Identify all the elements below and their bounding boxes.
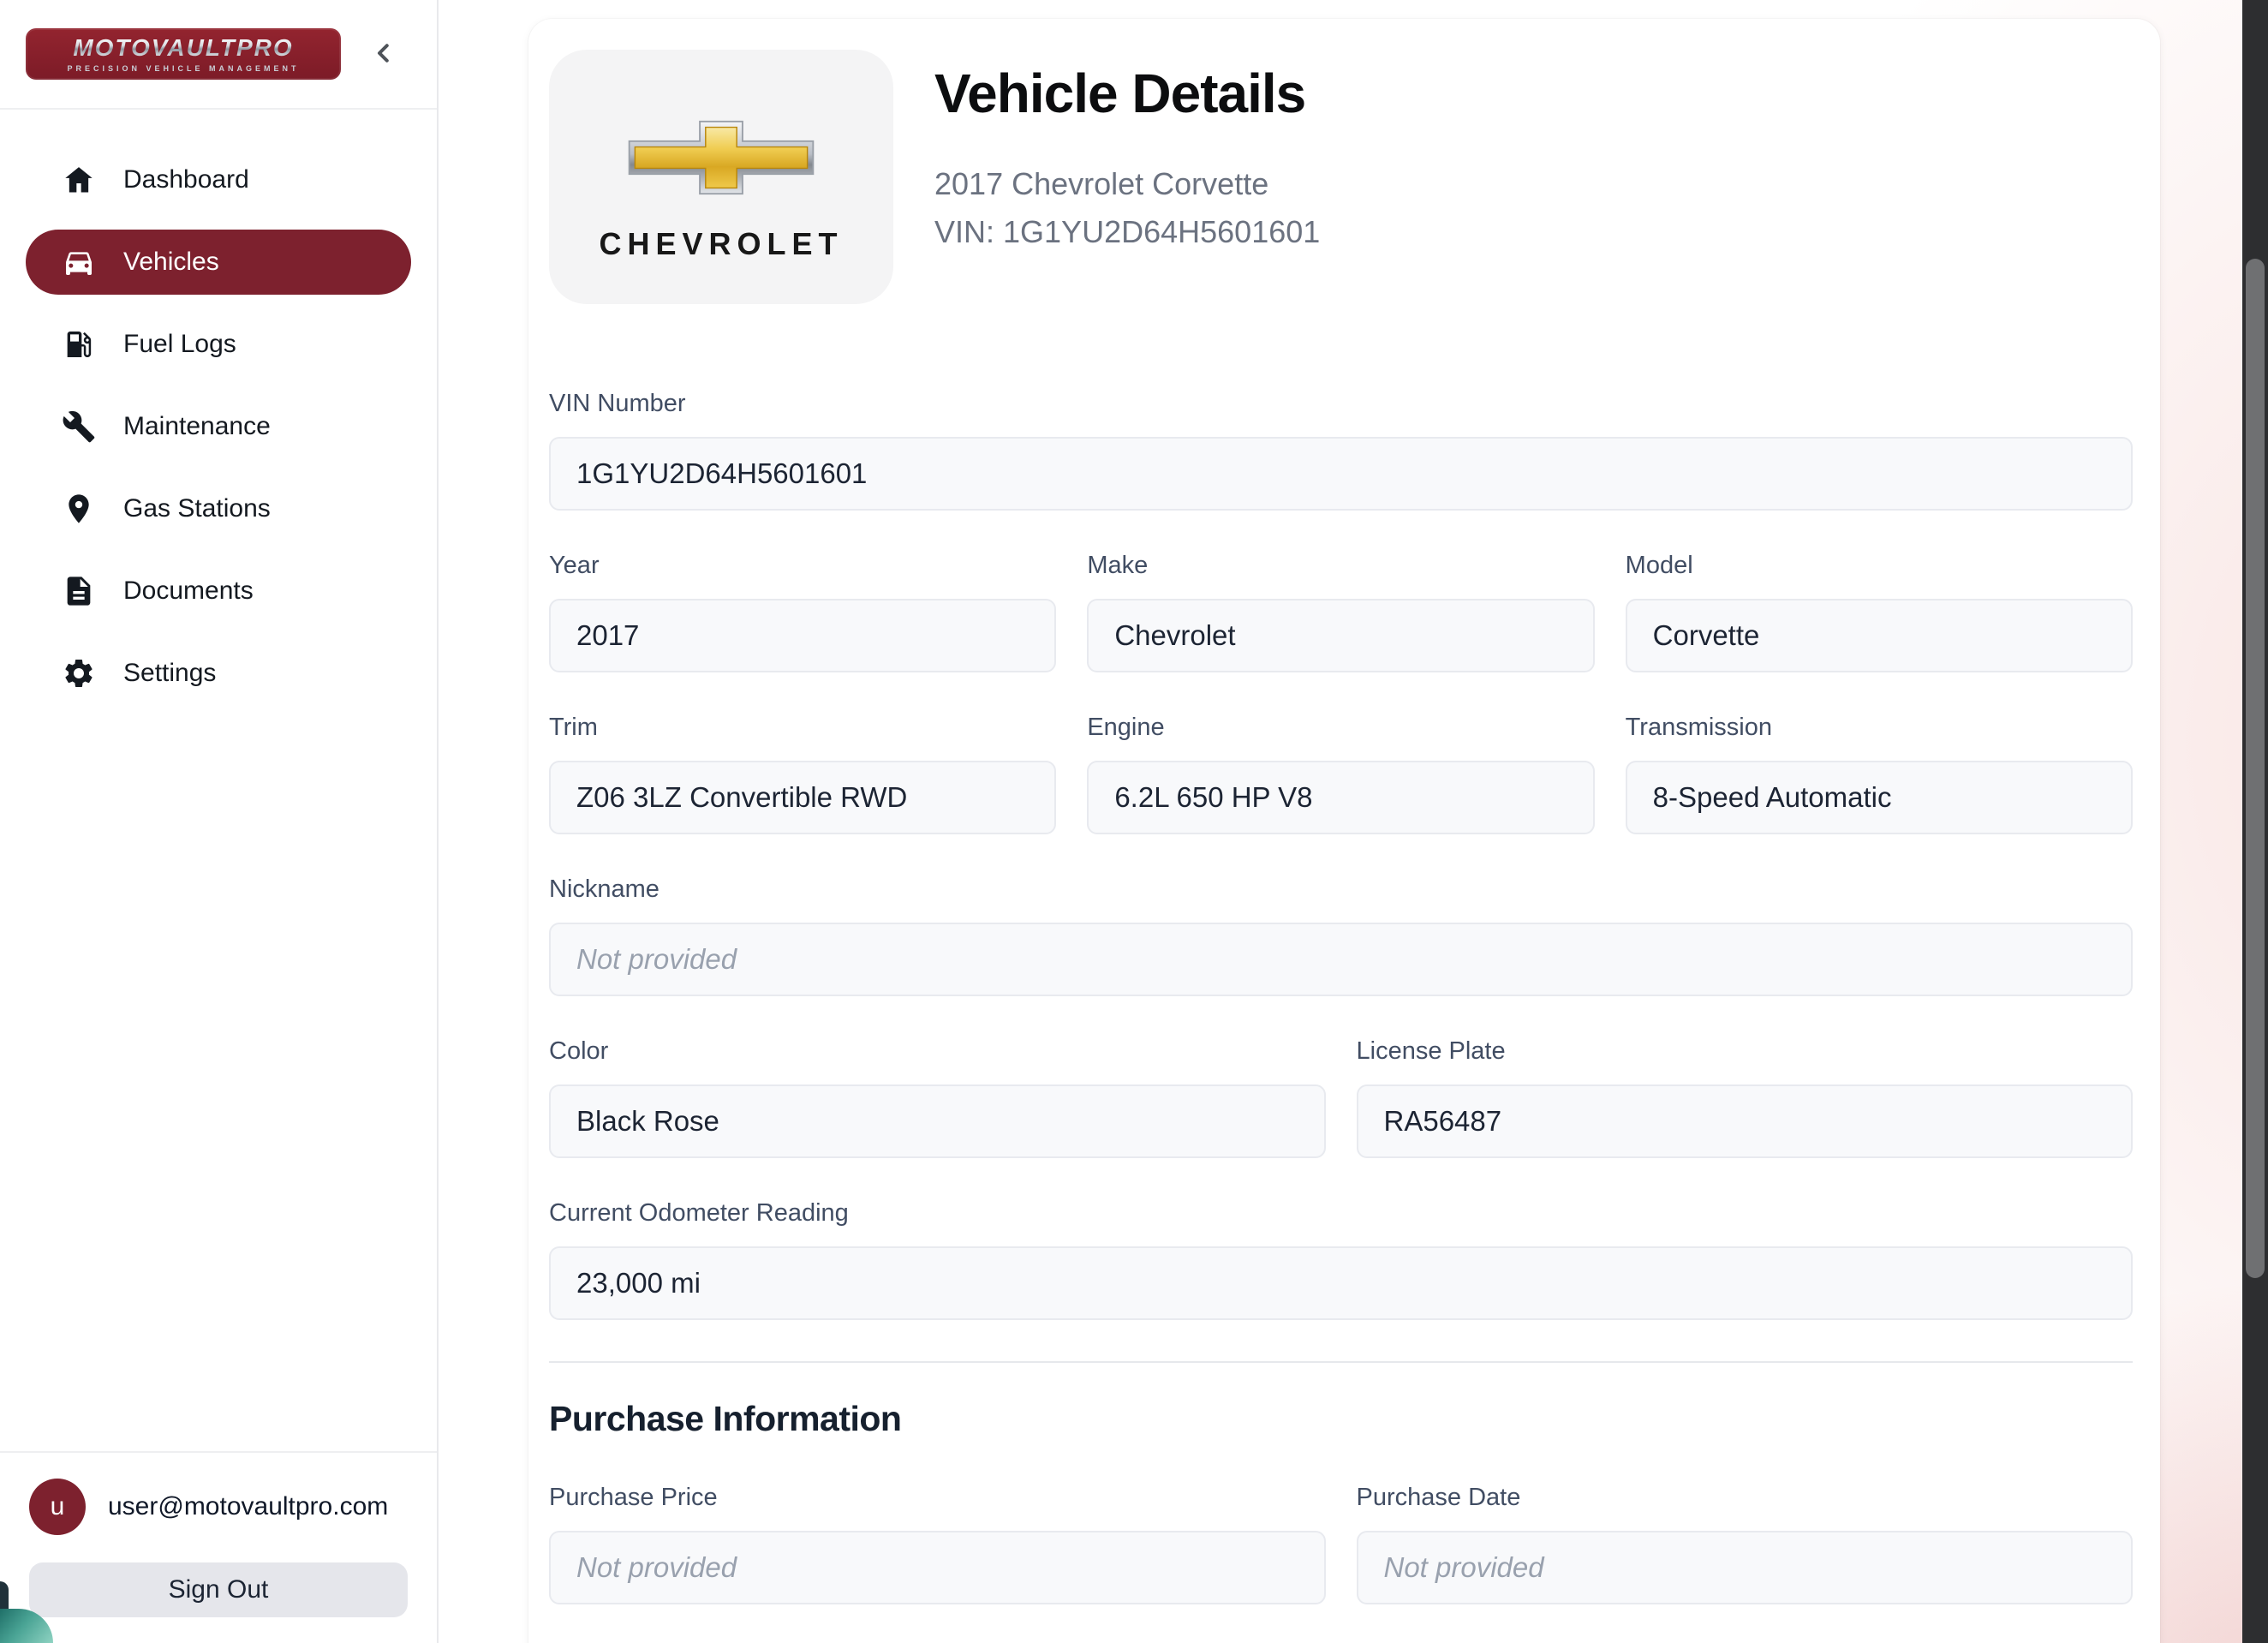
scrollbar-track[interactable]: [2242, 0, 2268, 1643]
avatar: u: [29, 1479, 86, 1535]
sidebar-item-label: Dashboard: [123, 165, 249, 194]
vehicle-details-card: CHEVROLET Vehicle Details 2017 Chevrolet…: [528, 19, 2160, 1643]
sign-out-button[interactable]: Sign Out: [29, 1562, 408, 1617]
field-group-odometer: Current Odometer Reading 23,000 mi: [549, 1199, 2133, 1320]
field-group-nickname: Nickname Not provided: [549, 875, 2133, 996]
field-group-color: Color Black Rose: [549, 1037, 1326, 1158]
transmission-label: Transmission: [1625, 714, 1773, 741]
card-header: CHEVROLET Vehicle Details 2017 Chevrolet…: [549, 50, 2133, 304]
user-row: u user@motovaultpro.com: [29, 1479, 408, 1535]
field-group-purchase-price: Purchase Price Not provided: [549, 1484, 1326, 1604]
sidebar-item-gas-stations[interactable]: Gas Stations: [26, 476, 411, 541]
field-group-engine: Engine 6.2L 650 HP V8: [1087, 714, 1595, 834]
row-year-make-model: Year 2017 Make Chevrolet Model Corvette: [549, 552, 2133, 672]
field-group-vin: VIN Number 1G1YU2D64H5601601: [549, 390, 2133, 511]
year-label: Year: [549, 552, 600, 579]
chevrolet-bowtie-icon: [628, 120, 815, 194]
home-icon: [62, 163, 96, 197]
wrench-icon: [62, 409, 96, 444]
sidebar-header: MOTOVAULTPRO PRECISION VEHICLE MANAGEMEN…: [0, 0, 437, 110]
field-group-make: Make Chevrolet: [1087, 552, 1595, 672]
trim-label: Trim: [549, 714, 598, 741]
sidebar: MOTOVAULTPRO PRECISION VEHICLE MANAGEMEN…: [0, 0, 439, 1643]
gear-icon: [62, 656, 96, 690]
sidebar-item-settings[interactable]: Settings: [26, 641, 411, 706]
sidebar-item-label: Settings: [123, 659, 217, 687]
year-input[interactable]: 2017: [549, 599, 1057, 672]
sidebar-collapse-button[interactable]: [365, 35, 403, 73]
purchase-price-label: Purchase Price: [549, 1484, 718, 1511]
trim-input[interactable]: Z06 3LZ Convertible RWD: [549, 761, 1057, 834]
field-group-transmission: Transmission 8-Speed Automatic: [1625, 714, 2133, 834]
purchase-date-input[interactable]: Not provided: [1356, 1531, 2133, 1604]
row-trim-engine-transmission: Trim Z06 3LZ Convertible RWD Engine 6.2L…: [549, 714, 2133, 834]
section-divider: [549, 1361, 2133, 1363]
license-plate-input[interactable]: RA56487: [1356, 1084, 2133, 1158]
sidebar-item-dashboard[interactable]: Dashboard: [26, 147, 411, 212]
user-email: user@motovaultpro.com: [108, 1492, 389, 1521]
brand-logo-text: MOTOVAULTPRO: [73, 33, 294, 61]
page-title: Vehicle Details: [934, 63, 1306, 124]
purchase-price-input[interactable]: Not provided: [549, 1531, 1326, 1604]
car-icon: [62, 245, 96, 279]
field-group-license-plate: License Plate RA56487: [1356, 1037, 2133, 1158]
map-pin-icon: [62, 492, 96, 526]
field-group-purchase-date: Purchase Date Not provided: [1356, 1484, 2133, 1604]
model-input[interactable]: Corvette: [1625, 599, 2133, 672]
sidebar-item-fuel-logs[interactable]: Fuel Logs: [26, 312, 411, 377]
nickname-input[interactable]: Not provided: [549, 923, 2133, 996]
row-purchase: Purchase Price Not provided Purchase Dat…: [549, 1484, 2133, 1604]
sidebar-item-label: Gas Stations: [123, 494, 271, 523]
document-icon: [62, 574, 96, 608]
sidebar-item-vehicles[interactable]: Vehicles: [26, 230, 411, 295]
wallpaper-corner-edge: [0, 1581, 9, 1610]
main-content: CHEVROLET Vehicle Details 2017 Chevrolet…: [439, 0, 2268, 1643]
field-group-trim: Trim Z06 3LZ Convertible RWD: [549, 714, 1057, 834]
license-plate-label: License Plate: [1356, 1037, 1506, 1065]
vin-input[interactable]: 1G1YU2D64H5601601: [549, 437, 2133, 511]
fuel-pump-icon: [62, 327, 96, 361]
scrollbar-thumb[interactable]: [2246, 259, 2265, 1278]
engine-label: Engine: [1087, 714, 1165, 741]
make-label: Make: [1087, 552, 1149, 579]
make-logo-text: CHEVROLET: [599, 225, 844, 261]
model-label: Model: [1625, 552, 1693, 579]
chevron-left-icon: [371, 40, 397, 69]
brand-logo: MOTOVAULTPRO PRECISION VEHICLE MANAGEMEN…: [26, 28, 341, 80]
engine-input[interactable]: 6.2L 650 HP V8: [1087, 761, 1595, 834]
sidebar-item-maintenance[interactable]: Maintenance: [26, 394, 411, 459]
field-group-year: Year 2017: [549, 552, 1057, 672]
vehicle-subtitle: 2017 Chevrolet Corvette: [934, 166, 1269, 201]
vin-label: VIN Number: [549, 390, 686, 417]
nickname-label: Nickname: [549, 875, 660, 903]
transmission-input[interactable]: 8-Speed Automatic: [1625, 761, 2133, 834]
sidebar-item-label: Vehicles: [123, 248, 219, 276]
make-input[interactable]: Chevrolet: [1087, 599, 1595, 672]
sidebar-item-label: Maintenance: [123, 412, 271, 440]
odometer-input[interactable]: 23,000 mi: [549, 1246, 2133, 1320]
sidebar-footer: u user@motovaultpro.com Sign Out: [0, 1451, 437, 1643]
color-input[interactable]: Black Rose: [549, 1084, 1326, 1158]
odometer-label: Current Odometer Reading: [549, 1199, 849, 1227]
sidebar-nav: Dashboard Vehicles Fuel Logs Maintenance: [0, 110, 437, 723]
brand-logo-tagline: PRECISION VEHICLE MANAGEMENT: [67, 63, 300, 73]
sidebar-item-label: Documents: [123, 577, 254, 605]
purchase-date-label: Purchase Date: [1356, 1484, 1521, 1511]
sidebar-item-documents[interactable]: Documents: [26, 559, 411, 624]
row-color-license: Color Black Rose License Plate RA56487: [549, 1037, 2133, 1158]
header-text: Vehicle Details 2017 Chevrolet Corvette …: [934, 50, 1320, 304]
make-logo-tile: CHEVROLET: [549, 50, 893, 304]
field-group-model: Model Corvette: [1625, 552, 2133, 672]
purchase-information-heading: Purchase Information: [549, 1399, 902, 1438]
color-label: Color: [549, 1037, 609, 1065]
vehicle-vin-line: VIN: 1G1YU2D64H5601601: [934, 214, 1321, 249]
sidebar-item-label: Fuel Logs: [123, 330, 236, 358]
